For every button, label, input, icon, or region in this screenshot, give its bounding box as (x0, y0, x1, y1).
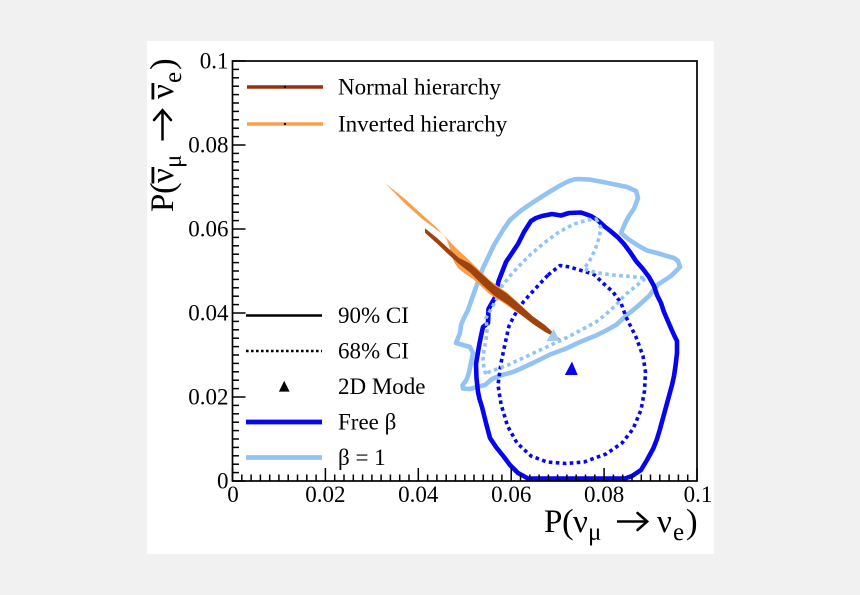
svg-text:): ) (686, 502, 698, 541)
svg-text:0.04: 0.04 (188, 301, 229, 326)
svg-text:μ: μ (588, 519, 601, 546)
svg-text:0.08: 0.08 (584, 482, 624, 507)
svg-text:P: P (145, 194, 181, 212)
svg-text:0.04: 0.04 (398, 482, 439, 507)
svg-text:68% CI: 68% CI (338, 339, 409, 364)
svg-text:0.1: 0.1 (200, 49, 229, 74)
svg-text:ν: ν (573, 504, 588, 540)
svg-text:0.02: 0.02 (305, 482, 345, 507)
svg-text:Free β: Free β (338, 410, 396, 435)
svg-text:0.06: 0.06 (491, 482, 531, 507)
svg-text:e: e (160, 72, 187, 83)
svg-text:Inverted hierarchy: Inverted hierarchy (338, 112, 508, 137)
svg-text:): ) (143, 58, 182, 70)
svg-text:0.02: 0.02 (188, 385, 228, 410)
svg-text:0.06: 0.06 (188, 217, 228, 242)
svg-text:e: e (673, 519, 684, 546)
svg-text:2D Mode: 2D Mode (338, 374, 426, 399)
svg-text:90% CI: 90% CI (338, 303, 409, 328)
svg-text:0: 0 (227, 482, 239, 507)
svg-text:ν: ν (145, 84, 181, 99)
svg-text:ν: ν (145, 168, 181, 183)
svg-text:0.1: 0.1 (684, 482, 713, 507)
svg-text:ν: ν (657, 504, 672, 540)
svg-text:(: ( (143, 182, 182, 194)
svg-text:Normal hierarchy: Normal hierarchy (338, 75, 501, 100)
svg-text:0.08: 0.08 (188, 133, 228, 158)
svg-text:β = 1: β = 1 (338, 445, 386, 470)
svg-text:0: 0 (217, 469, 229, 494)
svg-text:μ: μ (160, 155, 187, 168)
svg-text:(: ( (562, 502, 574, 541)
svg-text:P: P (544, 504, 562, 540)
